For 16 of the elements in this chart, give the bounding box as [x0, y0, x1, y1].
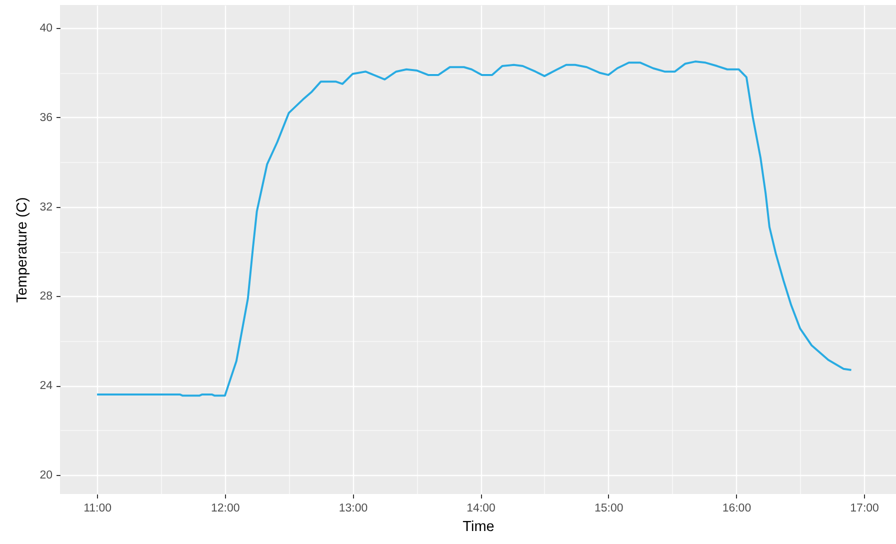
y-tick-label: 32 — [40, 201, 52, 214]
y-tick-label: 40 — [40, 22, 52, 35]
y-tick-label: 20 — [40, 470, 52, 482]
x-tick-label: 11:00 — [84, 502, 112, 514]
y-tick-label: 28 — [40, 290, 52, 303]
x-tick-label: 14:00 — [466, 502, 496, 514]
x-tick-label: 12:00 — [211, 502, 240, 514]
y-tick-label: 36 — [40, 112, 52, 124]
x-tick-label: 13:00 — [338, 502, 368, 514]
x-tick-label: 16:00 — [722, 502, 752, 514]
x-tick-label: 17:00 — [850, 502, 879, 514]
y-tick-label: 24 — [40, 380, 54, 392]
y-axis-title: Temperature (C) — [14, 197, 31, 303]
line-series — [96, 60, 852, 397]
x-tick-label: 15:00 — [594, 502, 624, 514]
x-axis-title: Time — [462, 519, 494, 535]
